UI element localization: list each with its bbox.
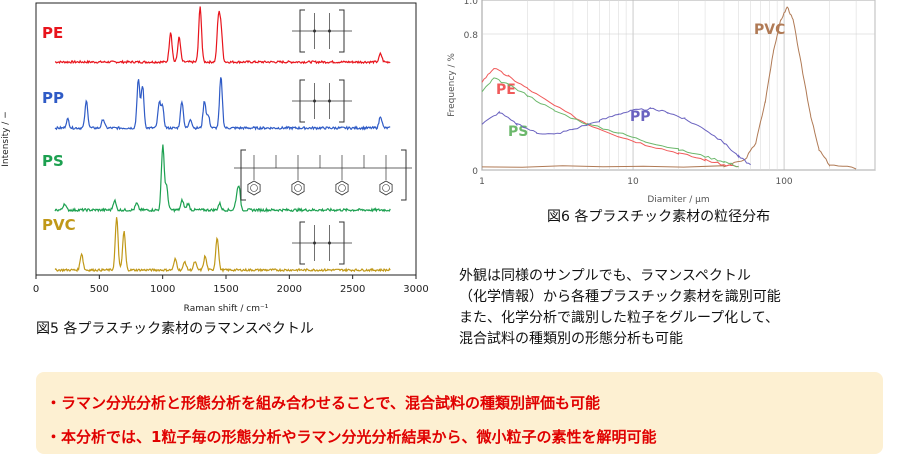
spectrum-line-pe	[54, 6, 391, 65]
distribution-line-pe	[481, 67, 739, 168]
benzene-ring-inner	[382, 184, 390, 192]
series-label-pvc: PVC	[42, 216, 76, 234]
series-label-pp: PP	[42, 89, 64, 107]
series-label-pe: PE	[42, 24, 63, 42]
carbon-atom	[313, 241, 317, 245]
description-line: 外観は同様のサンプルでも、ラマンスペクトル	[459, 268, 751, 284]
spectrum-line-pvc	[54, 217, 391, 273]
x-tick-label: 0	[33, 284, 39, 295]
carbon-atom	[313, 99, 317, 103]
benzene-ring-inner	[250, 184, 258, 192]
summary-box: ・ラマン分光分析と形態分析を組み合わせることで、混合試料の種類別評価も可能 ・本…	[36, 372, 883, 454]
description-line: （化学情報）から各種プラスチック素材を識別可能	[459, 289, 781, 305]
description-line: 混合試料の種類別の形態分析も可能	[459, 331, 683, 347]
x-tick-label: 1500	[213, 284, 238, 295]
benzene-ring-inner	[338, 184, 346, 192]
benzene-ring	[247, 180, 261, 196]
pe-structure	[292, 9, 352, 53]
distribution-line-pvc	[481, 6, 857, 170]
bracket-right	[401, 149, 407, 201]
x-tick-label: 2500	[340, 284, 365, 295]
benzene-ring	[291, 180, 305, 196]
series-label-ps: PS	[508, 124, 528, 140]
carbon-atom	[327, 99, 331, 103]
series-label-ps: PS	[42, 152, 64, 170]
x-axis-label: Raman shift / cm⁻¹	[184, 304, 269, 314]
plot-frame	[35, 2, 417, 276]
y-tick-label: 0	[472, 167, 478, 177]
x-tick-label: 500	[90, 284, 109, 295]
y-axis-label: Frequency / %	[447, 53, 457, 117]
bracket-left	[240, 149, 246, 201]
summary-line-2: ・本分析では、1粒子毎の形態分析やラマン分光分析結果から、微小粒子の素性を解明可…	[46, 428, 657, 446]
description-paragraph: 外観は同様のサンプルでも、ラマンスペクトル （化学情報）から各種プラスチック素材…	[459, 266, 781, 350]
benzene-ring	[335, 180, 349, 196]
benzene-ring	[379, 180, 393, 196]
x-tick-label: 1000	[150, 284, 175, 295]
series-label-pp: PP	[630, 109, 651, 125]
x-tick-label: 10	[627, 177, 639, 187]
spectrum-line-pp	[54, 77, 391, 131]
pvc-structure	[292, 221, 352, 265]
series-label-pvc: PVC	[754, 22, 785, 38]
particle-size-chart: 0 0.8 1.0 1 10 100 Diamiter / μm Frequency / % P…	[447, 0, 876, 205]
y-axis-label: Intensity / −	[1, 111, 11, 166]
x-tick-label: 1	[479, 177, 485, 187]
x-axis-label: Diamiter / μm	[647, 195, 709, 205]
psd-caption: 図6 各プラスチック素材の粒径分布	[547, 209, 771, 225]
y-tick-label: 0.8	[464, 31, 479, 41]
benzene-ring-inner	[294, 184, 302, 192]
y-tick-label: 1.0	[464, 0, 479, 7]
series-label-pe: PE	[496, 82, 516, 98]
raman-spectra-chart: 0 500 1000 1500 2000 2500 3000 Raman shift / cm…	[1, 2, 429, 314]
distribution-line-ps	[481, 77, 739, 168]
pp-structure	[292, 79, 352, 123]
spectrum-line-ps	[54, 144, 391, 214]
carbon-atom	[313, 29, 317, 33]
raman-caption: 図5 各プラスチック素材のラマンスペクトル	[36, 321, 314, 337]
ps-structure	[234, 149, 412, 201]
x-tick-label: 3000	[403, 284, 428, 295]
description-line: また、化学分析で識別した粒子をグループ化して、	[459, 310, 780, 326]
summary-line-1: ・ラマン分光分析と形態分析を組み合わせることで、混合試料の種類別評価も可能	[46, 394, 600, 412]
x-tick-label: 2000	[277, 284, 302, 295]
carbon-atom	[327, 241, 331, 245]
x-tick-label: 100	[775, 177, 792, 187]
distribution-line-pp	[481, 106, 751, 166]
carbon-atom	[327, 29, 331, 33]
